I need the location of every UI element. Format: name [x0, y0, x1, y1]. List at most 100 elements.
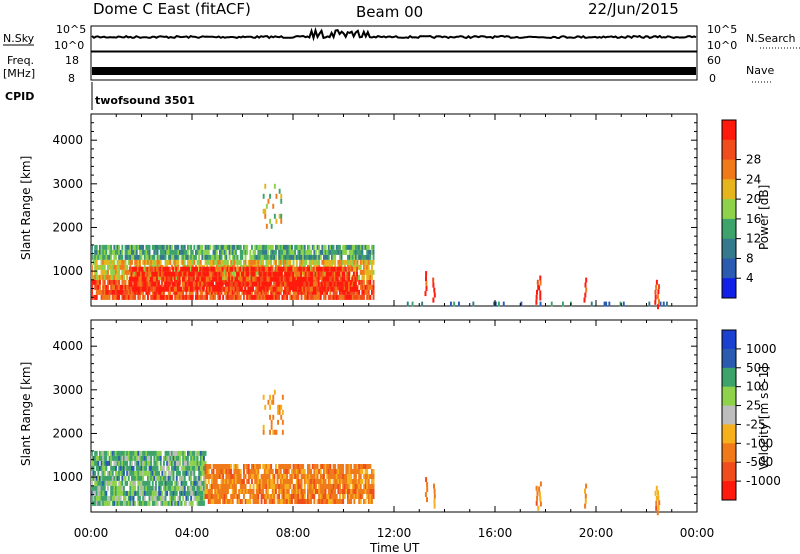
data-cell — [319, 271, 322, 277]
data-cell — [371, 264, 373, 270]
data-cell — [137, 455, 140, 461]
data-cell — [255, 464, 258, 469]
data-cell — [138, 276, 141, 282]
data-cell — [133, 286, 136, 292]
data-cell — [297, 289, 300, 295]
data-cell — [233, 289, 236, 295]
data-cell — [346, 276, 349, 282]
data-cell — [113, 279, 116, 285]
data-cell — [144, 281, 147, 287]
data-cell — [283, 274, 285, 280]
data-cell — [262, 294, 265, 300]
data-cell — [254, 474, 257, 479]
data-cell — [233, 264, 236, 270]
data-cell — [153, 249, 156, 255]
data-cell — [536, 490, 539, 496]
data-cell — [233, 479, 236, 484]
data-cell — [94, 284, 97, 290]
data-cell — [190, 259, 193, 265]
data-cell — [299, 464, 301, 469]
data-cell — [318, 484, 321, 489]
data-cell — [116, 455, 119, 461]
data-cell — [307, 464, 309, 469]
data-cell — [99, 244, 101, 250]
data-cell — [369, 494, 372, 499]
data-cell — [111, 450, 114, 456]
data-cell — [346, 271, 349, 277]
data-cell — [236, 469, 239, 474]
data-cell — [95, 450, 98, 456]
data-cell — [338, 266, 341, 272]
data-cell — [433, 503, 436, 509]
data-cell — [287, 489, 290, 494]
data-cell — [219, 464, 221, 469]
data-cell — [356, 286, 358, 292]
data-cell — [140, 249, 143, 255]
data-cell — [113, 264, 116, 270]
data-cell — [143, 470, 146, 476]
data-cell — [140, 475, 143, 481]
data-cell — [259, 254, 261, 260]
data-cell — [169, 460, 172, 466]
data-cell — [355, 489, 357, 494]
data-cell — [290, 271, 293, 277]
data-cell — [150, 294, 153, 300]
data-cell — [295, 464, 298, 469]
data-cell — [538, 285, 541, 291]
data-cell — [335, 469, 338, 474]
data-cell — [296, 281, 299, 287]
data-cell — [272, 414, 275, 420]
data-cell — [287, 499, 290, 504]
data-cell — [353, 494, 356, 499]
data-cell — [339, 494, 341, 499]
data-cell — [291, 499, 293, 504]
colorbar-tick-label: -500 — [746, 455, 773, 469]
data-cell — [135, 266, 138, 272]
data-cell — [220, 286, 222, 292]
data-cell — [94, 495, 97, 501]
data-cell — [155, 249, 157, 255]
data-cell — [172, 485, 175, 491]
data-cell — [267, 489, 269, 494]
data-cell — [172, 271, 174, 277]
data-cell — [252, 464, 255, 469]
data-cell — [118, 294, 121, 300]
data-cell — [224, 271, 227, 277]
data-cell — [97, 495, 100, 501]
data-cell — [276, 294, 279, 300]
data-cell — [169, 294, 172, 300]
data-cell — [140, 266, 142, 272]
data-cell — [220, 276, 222, 282]
data-cell — [371, 469, 373, 474]
data-cell — [307, 479, 309, 484]
data-cell — [174, 259, 177, 265]
data-cell — [254, 244, 257, 250]
data-cell — [358, 469, 361, 474]
data-cell — [367, 474, 370, 479]
data-cell — [283, 254, 285, 260]
data-cell — [249, 269, 252, 275]
data-cell — [151, 244, 154, 250]
data-cell — [359, 479, 362, 484]
data-cell — [107, 460, 109, 466]
data-cell — [201, 485, 204, 491]
data-cell — [188, 286, 190, 292]
data-cell — [212, 244, 215, 250]
data-cell — [110, 279, 113, 285]
data-cell — [246, 479, 249, 484]
data-cell — [147, 480, 149, 486]
data-cell — [153, 500, 156, 506]
data-cell — [132, 286, 134, 292]
data-cell — [268, 244, 271, 250]
data-cell — [337, 489, 340, 494]
data-cell — [102, 269, 105, 275]
data-cell — [257, 494, 260, 499]
data-cell — [115, 289, 117, 295]
data-cell — [307, 484, 309, 489]
data-cell — [177, 264, 180, 270]
data-cell — [315, 484, 317, 489]
data-cell — [232, 286, 235, 292]
data-cell — [203, 470, 205, 476]
data-cell — [108, 455, 111, 461]
data-cell — [139, 490, 141, 496]
